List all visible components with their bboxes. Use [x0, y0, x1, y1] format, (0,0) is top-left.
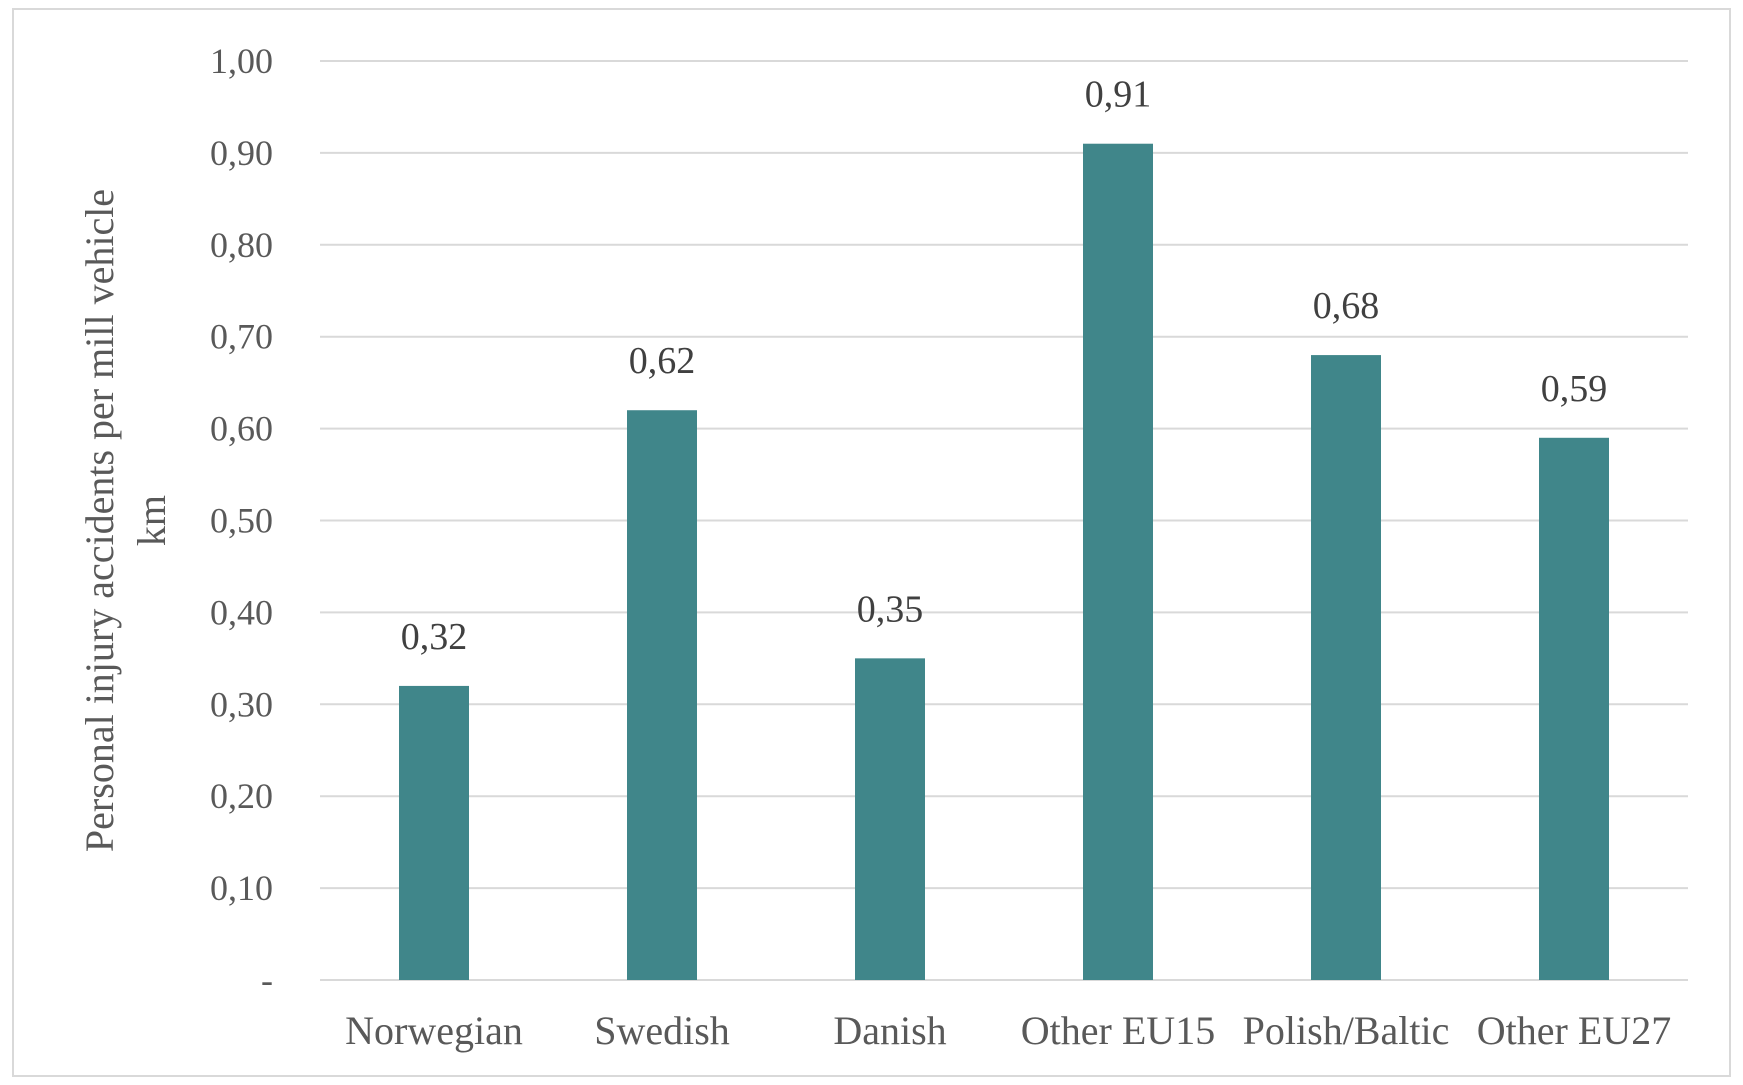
bars — [399, 143, 1609, 981]
category-label: Other EU15 — [1021, 1008, 1215, 1053]
category-label: Polish/Baltic — [1243, 1008, 1450, 1053]
y-tick-label: 0,70 — [210, 317, 273, 357]
bar — [399, 685, 469, 980]
y-tick-label: 0,90 — [210, 133, 273, 173]
category-label: Swedish — [594, 1008, 730, 1053]
gridlines — [320, 60, 1688, 981]
data-label: 0,68 — [1313, 285, 1380, 327]
y-axis-title-line: Personal injury accidents per mill vehic… — [77, 189, 122, 852]
y-tick-label: 0,20 — [210, 776, 273, 816]
bar — [1083, 143, 1153, 980]
y-tick-label: 0,40 — [210, 592, 273, 632]
data-labels: 0,32 0,62 0,35 0,91 0,68 0,59 — [401, 74, 1608, 658]
category-labels: Norwegian Swedish Danish Other EU15 Polish/B… — [345, 1008, 1671, 1053]
bar — [855, 658, 925, 980]
category-label: Danish — [833, 1008, 946, 1053]
bar — [1539, 437, 1609, 980]
y-tick-label: 0,10 — [210, 868, 273, 908]
data-label: 0,35 — [857, 588, 924, 630]
y-axis-title-line: km — [129, 495, 174, 546]
bar — [1311, 355, 1381, 981]
y-tick-label: 1,00 — [210, 41, 273, 81]
category-label: Other EU27 — [1477, 1008, 1671, 1053]
data-label: 0,59 — [1541, 368, 1608, 410]
y-tick-label: 0,30 — [210, 684, 273, 724]
y-tick-label: 0,60 — [210, 409, 273, 449]
category-label: Norwegian — [345, 1008, 523, 1053]
data-label: 0,62 — [629, 340, 696, 382]
y-tick-label: - — [261, 960, 273, 1000]
bar — [627, 410, 697, 981]
y-axis-title: Personal injury accidents per mill vehic… — [77, 189, 174, 852]
y-axis-ticks: - 0,10 0,20 0,30 0,40 0,50 0,60 0,70 0,80 0,90 1,0… — [210, 41, 273, 1000]
data-label: 0,32 — [401, 616, 468, 658]
y-tick-label: 0,80 — [210, 225, 273, 265]
data-label: 0,91 — [1085, 74, 1152, 116]
y-tick-label: 0,50 — [210, 501, 273, 541]
